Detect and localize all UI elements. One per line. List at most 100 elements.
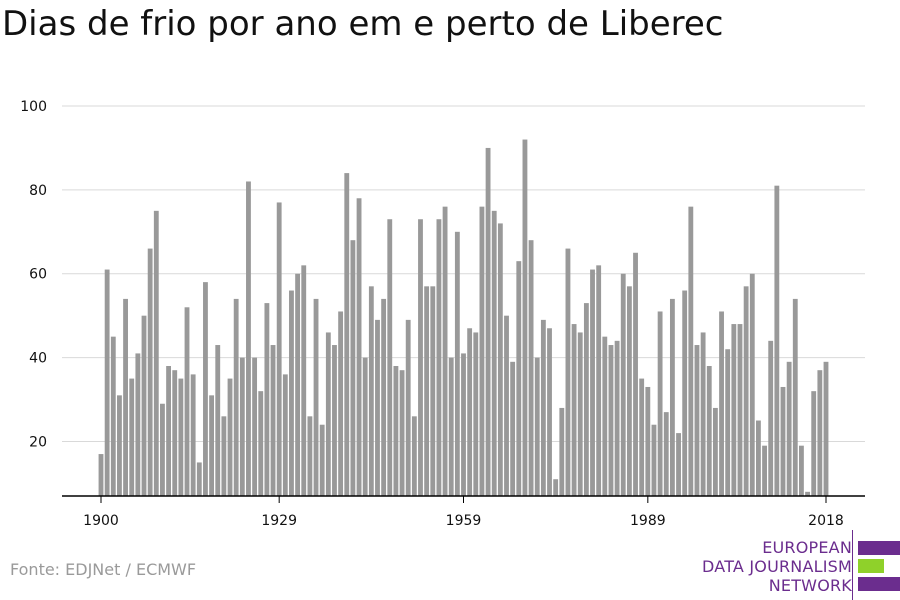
bar-1941[interactable] (350, 240, 356, 496)
bar-1901[interactable] (104, 269, 110, 496)
bar-2009[interactable] (768, 340, 774, 496)
bar-1917[interactable] (203, 282, 208, 496)
bar-1920[interactable] (221, 416, 227, 496)
bar-1922[interactable] (233, 298, 239, 496)
bar-1915[interactable] (190, 374, 196, 496)
bar-1938[interactable] (332, 345, 337, 496)
bar-2018[interactable] (823, 361, 829, 496)
bar-1926[interactable] (258, 391, 264, 496)
bar-1919[interactable] (215, 345, 221, 496)
bar-1979[interactable] (583, 303, 589, 496)
bar-1978[interactable] (577, 332, 583, 496)
bar-1996[interactable] (688, 206, 694, 496)
bar-1923[interactable] (239, 357, 245, 496)
bar-1982[interactable] (602, 336, 608, 496)
bar-1951[interactable] (411, 416, 417, 496)
bar-1970[interactable] (528, 240, 534, 496)
bar-1955[interactable] (436, 219, 442, 497)
bar-1910[interactable] (160, 403, 165, 496)
bar-1966[interactable] (504, 315, 509, 496)
bar-1904[interactable] (123, 298, 128, 496)
bar-1968[interactable] (516, 261, 522, 496)
bar-1969[interactable] (522, 139, 528, 497)
bar-2002[interactable] (725, 349, 731, 496)
bar-1912[interactable] (172, 370, 178, 496)
bar-1972[interactable] (540, 319, 546, 496)
bar-1967[interactable] (510, 361, 516, 496)
bar-1963[interactable] (485, 147, 491, 496)
bar-1933[interactable] (301, 265, 307, 496)
bar-1995[interactable] (682, 290, 688, 496)
bar-1975[interactable] (559, 407, 565, 496)
bar-1921[interactable] (227, 378, 233, 496)
bar-1947[interactable] (387, 219, 393, 497)
bar-1924[interactable] (246, 181, 251, 497)
bar-1964[interactable] (491, 210, 497, 496)
bar-1950[interactable] (405, 319, 411, 496)
bar-1977[interactable] (571, 324, 577, 496)
bar-1991[interactable] (657, 311, 663, 496)
edjnet-logo[interactable]: EUROPEAN DATA JOURNALISM NETWORK (702, 530, 900, 600)
bar-1973[interactable] (547, 328, 552, 496)
bar-1911[interactable] (166, 366, 171, 496)
bar-1909[interactable] (153, 210, 159, 496)
bar-1981[interactable] (596, 265, 602, 496)
bar-2016[interactable] (811, 391, 817, 496)
bar-1957[interactable] (448, 357, 454, 496)
bar-1914[interactable] (184, 307, 190, 496)
bar-1900[interactable] (98, 454, 104, 496)
bar-2003[interactable] (731, 324, 737, 496)
bar-2014[interactable] (799, 445, 804, 496)
bar-1954[interactable] (430, 286, 436, 496)
bar-1983[interactable] (608, 345, 614, 496)
bar-1994[interactable] (676, 433, 681, 496)
bar-1986[interactable] (626, 286, 632, 496)
bar-2005[interactable] (743, 286, 749, 496)
bar-1903[interactable] (117, 395, 122, 496)
bar-1937[interactable] (325, 332, 331, 496)
bar-1961[interactable] (473, 332, 479, 496)
bar-1929[interactable] (276, 202, 282, 496)
bar-1948[interactable] (393, 366, 399, 496)
bar-1942[interactable] (356, 198, 362, 496)
bar-1965[interactable] (497, 223, 503, 497)
bar-2010[interactable] (774, 185, 780, 496)
bar-2000[interactable] (712, 407, 718, 496)
bar-1953[interactable] (424, 286, 430, 496)
bar-1962[interactable] (479, 206, 485, 496)
bar-1932[interactable] (295, 273, 301, 496)
bar-1974[interactable] (553, 479, 559, 496)
bar-1990[interactable] (651, 424, 657, 496)
bar-1992[interactable] (663, 412, 669, 496)
bar-1998[interactable] (700, 332, 706, 496)
bar-1971[interactable] (534, 357, 540, 496)
bar-1905[interactable] (129, 378, 135, 496)
bar-2012[interactable] (786, 361, 792, 496)
bar-2011[interactable] (780, 386, 786, 496)
bar-1985[interactable] (620, 273, 626, 496)
bar-2007[interactable] (755, 420, 761, 496)
bar-1997[interactable] (694, 345, 700, 496)
bar-1902[interactable] (110, 336, 116, 496)
bar-1908[interactable] (147, 248, 153, 496)
bar-1984[interactable] (614, 340, 620, 496)
bar-1944[interactable] (368, 286, 374, 496)
bar-1952[interactable] (418, 219, 423, 497)
bar-1931[interactable] (289, 290, 294, 496)
bar-1959[interactable] (461, 353, 466, 496)
bar-1907[interactable] (141, 315, 147, 496)
bar-1928[interactable] (270, 345, 276, 496)
bar-1987[interactable] (633, 252, 638, 496)
bar-1958[interactable] (454, 231, 460, 496)
bar-1999[interactable] (706, 366, 712, 496)
bar-1945[interactable] (375, 319, 380, 496)
bar-1913[interactable] (178, 378, 184, 496)
bar-1930[interactable] (282, 374, 288, 496)
bar-2008[interactable] (762, 445, 767, 496)
bar-1940[interactable] (344, 173, 350, 496)
bar-1988[interactable] (639, 378, 645, 496)
bar-2015[interactable] (805, 491, 810, 496)
bar-1927[interactable] (264, 303, 270, 496)
bar-1976[interactable] (565, 248, 571, 496)
bar-1936[interactable] (319, 424, 325, 496)
